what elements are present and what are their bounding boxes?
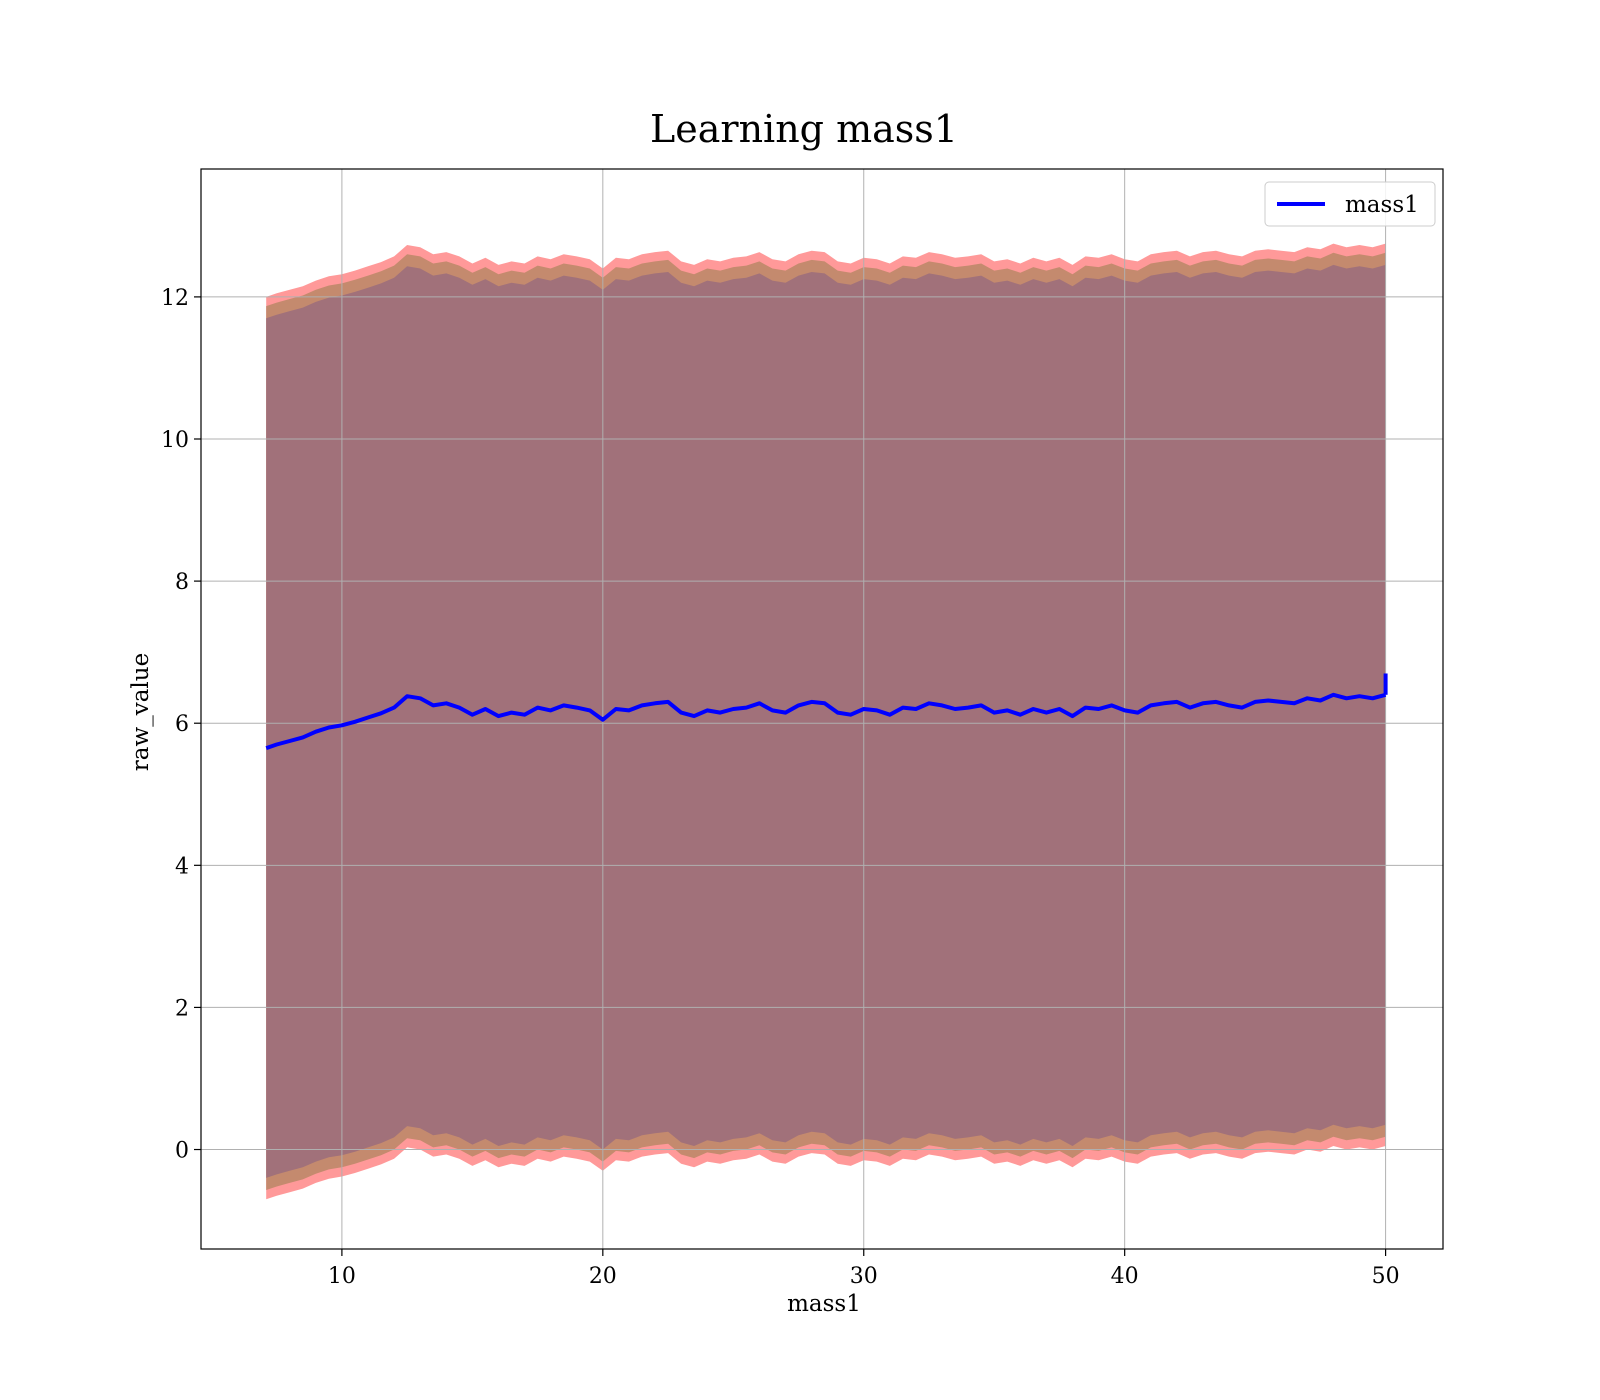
y-tick-label: 2 <box>175 996 189 1021</box>
axis-ticks: 10 20 30 40 50 0 2 4 6 8 10 12 <box>161 286 1400 1289</box>
y-tick-label: 8 <box>175 570 189 595</box>
x-tick-label: 10 <box>328 1264 356 1289</box>
confidence-band <box>266 243 1386 1200</box>
series-line-mass1 <box>265 692 1387 750</box>
series-layer <box>265 673 1388 750</box>
legend: mass1 <box>1264 181 1436 227</box>
band-core <box>266 264 1386 1178</box>
y-tick-label: 4 <box>175 854 189 879</box>
x-tick-label: 40 <box>1111 1264 1139 1289</box>
grid-lines <box>201 169 1443 1249</box>
y-tick-label: 12 <box>161 286 189 311</box>
legend-label-mass1: mass1 <box>1345 192 1419 218</box>
x-tick-label: 20 <box>589 1264 617 1289</box>
x-tick-label: 50 <box>1372 1264 1400 1289</box>
plot-frame <box>200 168 1444 1250</box>
y-tick-label: 0 <box>175 1139 189 1164</box>
y-tick-label: 6 <box>175 712 189 737</box>
chart-title: Learning mass1 <box>650 107 958 151</box>
x-axis-label: mass1 <box>787 1291 861 1317</box>
legend-box <box>1264 181 1436 227</box>
y-axis-label: raw_value <box>128 653 154 771</box>
x-tick-label: 30 <box>850 1264 878 1289</box>
y-tick-label: 10 <box>161 428 189 453</box>
